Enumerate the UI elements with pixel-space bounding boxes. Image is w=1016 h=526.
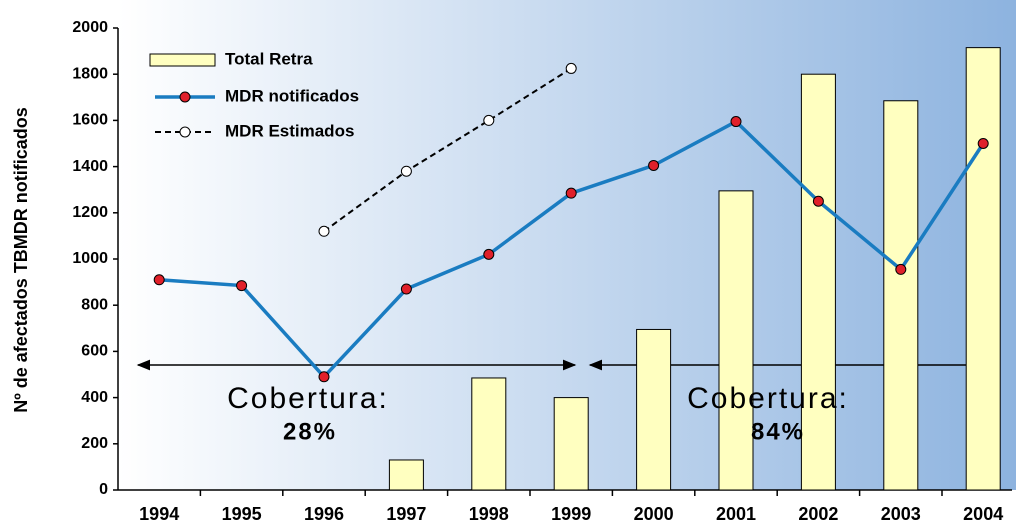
legend-marker [179, 91, 191, 103]
legend-label: MDR Estimados [225, 121, 354, 140]
x-tick-label: 2001 [716, 504, 756, 524]
x-tick-label: 1995 [222, 504, 262, 524]
annotation: Cobertura: [687, 382, 849, 415]
y-tick-label: 400 [81, 389, 108, 406]
y-tick-label: 600 [81, 343, 108, 360]
y-tick-label: 200 [81, 435, 108, 452]
x-tick-label: 1996 [304, 504, 344, 524]
x-tick-label: 2004 [963, 504, 1003, 524]
bar [388, 459, 424, 491]
x-tick-label: 1997 [386, 504, 426, 524]
y-axis-label: Nº de afectados TBMDR notificados [11, 107, 31, 413]
point [153, 274, 165, 286]
point [400, 165, 412, 177]
legend-swatch [149, 53, 216, 67]
bar [965, 47, 1001, 491]
bar [883, 100, 919, 491]
annotation: Cobertura: [227, 382, 389, 415]
point [565, 62, 577, 74]
y-tick-label: 2000 [72, 19, 108, 36]
y-tick-label: 800 [81, 296, 108, 313]
annotation: 28% [283, 418, 337, 445]
bar [718, 190, 754, 491]
bar [636, 328, 672, 491]
point [483, 114, 495, 126]
bar [800, 73, 836, 491]
point [895, 263, 907, 275]
x-tick-label: 1998 [469, 504, 509, 524]
point [565, 187, 577, 199]
point [318, 225, 330, 237]
y-tick-label: 1600 [72, 112, 108, 129]
x-tick-label: 2002 [798, 504, 838, 524]
point [730, 116, 742, 128]
point [400, 283, 412, 295]
bar [553, 397, 589, 491]
legend-marker [179, 126, 191, 138]
legend-label: Total Retra [225, 49, 313, 68]
y-tick-label: 1800 [72, 65, 108, 82]
x-tick-label: 1994 [139, 504, 179, 524]
point [812, 195, 824, 207]
x-tick-label: 2000 [634, 504, 674, 524]
point [318, 371, 330, 383]
legend-label: MDR notificados [225, 86, 359, 105]
y-tick-label: 1000 [72, 250, 108, 267]
x-tick-label: 2003 [881, 504, 921, 524]
point [236, 280, 248, 292]
annotation: 84% [751, 418, 805, 445]
bar [471, 377, 507, 491]
y-tick-label: 1400 [72, 158, 108, 175]
point [648, 159, 660, 171]
y-tick-label: 0 [99, 481, 108, 498]
plot: 0 200 400 600 800 1000 1200 1400 1600 1800 2000 199… [72, 19, 1012, 524]
point [977, 138, 989, 149]
x-tick-label: 1999 [551, 504, 591, 524]
y-tick-label: 1200 [72, 204, 108, 221]
series-line [323, 67, 572, 233]
point [483, 248, 495, 260]
